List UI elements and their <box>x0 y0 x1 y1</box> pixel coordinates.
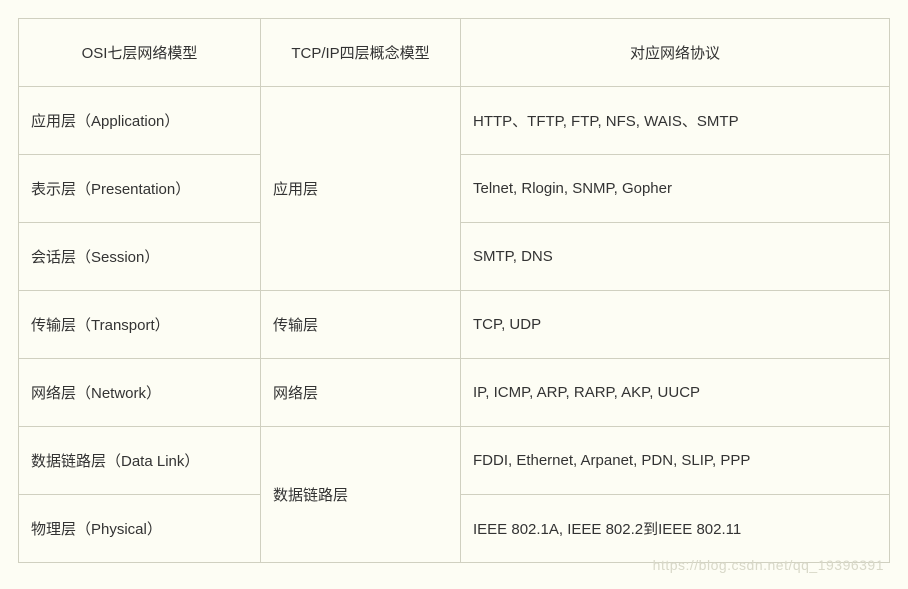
header-protocols: 对应网络协议 <box>461 19 890 87</box>
osi-layer-cell: 应用层（Application） <box>19 87 261 155</box>
tcpip-layer-cell: 应用层 <box>261 87 461 291</box>
table-row: 传输层（Transport） 传输层 TCP, UDP <box>19 291 890 359</box>
tcpip-layer-cell: 传输层 <box>261 291 461 359</box>
table-row: 应用层（Application） 应用层 HTTP、TFTP, FTP, NFS… <box>19 87 890 155</box>
header-osi: OSI七层网络模型 <box>19 19 261 87</box>
table-row: 网络层（Network） 网络层 IP, ICMP, ARP, RARP, AK… <box>19 359 890 427</box>
protocols-cell: FDDI, Ethernet, Arpanet, PDN, SLIP, PPP <box>461 427 890 495</box>
osi-layer-cell: 物理层（Physical） <box>19 495 261 563</box>
header-tcpip: TCP/IP四层概念模型 <box>261 19 461 87</box>
tcpip-layer-cell: 网络层 <box>261 359 461 427</box>
protocols-cell: TCP, UDP <box>461 291 890 359</box>
osi-layer-cell: 会话层（Session） <box>19 223 261 291</box>
tcpip-layer-cell: 数据链路层 <box>261 427 461 563</box>
osi-layer-cell: 网络层（Network） <box>19 359 261 427</box>
protocols-cell: HTTP、TFTP, FTP, NFS, WAIS、SMTP <box>461 87 890 155</box>
osi-layer-cell: 传输层（Transport） <box>19 291 261 359</box>
osi-layer-cell: 表示层（Presentation） <box>19 155 261 223</box>
protocols-cell: Telnet, Rlogin, SNMP, Gopher <box>461 155 890 223</box>
protocols-cell: IEEE 802.1A, IEEE 802.2到IEEE 802.11 <box>461 495 890 563</box>
protocols-cell: IP, ICMP, ARP, RARP, AKP, UUCP <box>461 359 890 427</box>
network-model-table: OSI七层网络模型 TCP/IP四层概念模型 对应网络协议 应用层（Applic… <box>18 18 890 563</box>
osi-layer-cell: 数据链路层（Data Link） <box>19 427 261 495</box>
table-header-row: OSI七层网络模型 TCP/IP四层概念模型 对应网络协议 <box>19 19 890 87</box>
protocols-cell: SMTP, DNS <box>461 223 890 291</box>
table-row: 数据链路层（Data Link） 数据链路层 FDDI, Ethernet, A… <box>19 427 890 495</box>
